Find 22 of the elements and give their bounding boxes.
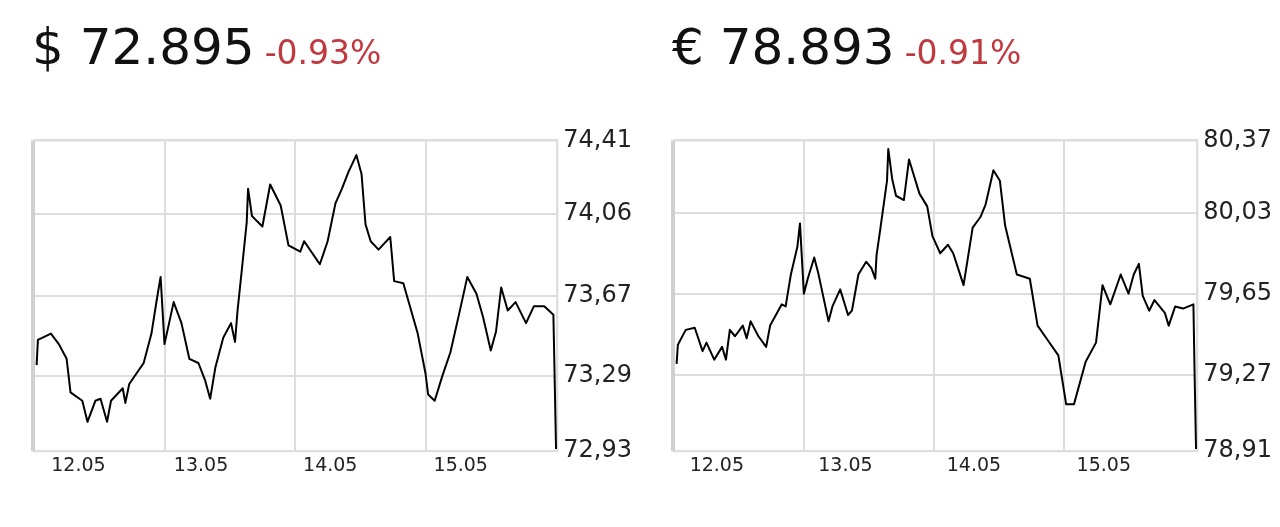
chart-title: $ 72.895 — [32, 18, 255, 76]
chart-title: € 78.893 — [672, 18, 895, 76]
x-tick-label: 14.05 — [946, 452, 1002, 475]
y-tick-label: 73,67 — [563, 280, 633, 309]
y-tick-label: 78,91 — [1203, 435, 1273, 464]
y-tick-label: 74,06 — [563, 198, 633, 227]
chart-subtitle: -0.93% — [264, 33, 382, 72]
x-tick-label: 13.05 — [173, 452, 229, 475]
y-tick-label: 79,65 — [1203, 277, 1273, 306]
x-tick-label: 15.05 — [1076, 452, 1131, 475]
x-tick-label: 12.05 — [689, 452, 745, 475]
y-tick-label: 72,93 — [563, 435, 633, 464]
x-tick-label: 14.05 — [303, 452, 358, 475]
y-tick-label: 80,03 — [1203, 197, 1273, 226]
y-tick-label: 80,37 — [1203, 124, 1273, 153]
x-tick-label: 12.05 — [51, 452, 106, 475]
x-tick-label: 13.05 — [818, 452, 873, 475]
y-tick-label: 73,29 — [563, 359, 633, 388]
y-tick-label: 74,41 — [563, 124, 633, 153]
y-tick-label: 79,27 — [1203, 358, 1273, 387]
x-tick-label: 15.05 — [433, 452, 488, 475]
chart-subtitle: -0.91% — [904, 33, 1022, 72]
